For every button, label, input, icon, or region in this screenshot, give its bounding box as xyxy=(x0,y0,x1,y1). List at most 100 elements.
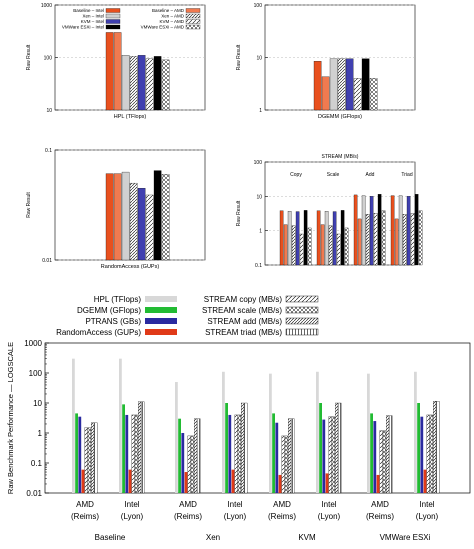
main-bar xyxy=(81,469,85,493)
stream-panel-category-label: Scale xyxy=(327,172,340,178)
dgemm-panel-ylabel: Raw Result xyxy=(236,44,242,70)
main-bar xyxy=(91,422,95,494)
main-bar xyxy=(278,474,282,493)
main-bar xyxy=(122,404,125,493)
stream-panel-bar xyxy=(365,214,370,266)
hpl-panel-bar xyxy=(137,55,146,111)
legend-label: Baseline – Intel xyxy=(73,8,104,13)
stream-panel-bar xyxy=(398,195,403,266)
main-legend-swatch xyxy=(145,329,177,335)
main-bar xyxy=(319,403,322,493)
main-bar xyxy=(190,435,194,494)
stream-panel-bar xyxy=(357,218,362,266)
stream-panel-ylabel: Raw Result xyxy=(236,200,242,226)
main-bar xyxy=(328,416,332,494)
main-bar xyxy=(338,402,342,494)
stream-panel-bar xyxy=(353,194,358,266)
main-ytick-label: 10 xyxy=(33,399,42,408)
main-bar xyxy=(291,418,295,494)
main-subgroup-label: AMD xyxy=(273,500,291,509)
main-bar xyxy=(222,371,225,493)
main-group-label: Baseline xyxy=(95,533,126,542)
hpl-panel-bar xyxy=(113,32,122,111)
main-bar xyxy=(423,469,427,493)
dgemm-panel-bar xyxy=(321,76,330,111)
stream-panel-bar xyxy=(307,227,312,266)
main-legend-swatch xyxy=(145,296,177,302)
legend-label: KVM – Intel xyxy=(81,19,104,24)
main-legend-label: PTRANS (GBs) xyxy=(85,317,141,326)
main-legend-swatch xyxy=(285,306,319,314)
stream-panel-ytick-label: 0.1 xyxy=(255,263,262,269)
hpl-panel-xlabel: HPL (TFlops) xyxy=(114,114,147,120)
stream-panel-bar xyxy=(283,224,288,266)
legend-swatch xyxy=(185,19,201,24)
main-subgroup-label: AMD xyxy=(179,500,197,509)
randomaccess-panel-ytick-label: 0.1 xyxy=(45,148,52,154)
main-ytick-label: 1 xyxy=(38,429,43,438)
main-bar xyxy=(382,430,386,494)
main-legend-label: STREAM add (MB/s) xyxy=(207,317,282,326)
legend-swatch xyxy=(185,24,201,30)
main-bar xyxy=(178,418,181,493)
main-bar xyxy=(269,373,272,493)
main-bar xyxy=(272,413,275,493)
randomaccess-panel-bar xyxy=(145,194,154,261)
stream-panel-bar xyxy=(303,210,308,266)
main-legend-swatch xyxy=(285,295,319,303)
main-bar xyxy=(376,474,380,493)
main-bar xyxy=(414,371,417,493)
hpl-panel-bar xyxy=(145,58,154,111)
stream-panel-bar xyxy=(279,210,284,266)
main-bar xyxy=(72,358,75,493)
stream-panel-ytick-label: 1 xyxy=(259,229,262,235)
legend-label: VMWare ESXi – Intel xyxy=(62,25,104,30)
stream-panel-bar xyxy=(316,210,321,266)
main-ylabel: Raw Benchmark Performance — LOGSCALE xyxy=(6,342,15,494)
stream-panel-bar xyxy=(320,224,325,266)
main-bar xyxy=(325,473,329,493)
main-bar xyxy=(370,413,373,493)
main-bar xyxy=(181,433,185,493)
main-legend-label: HPL (TFlops) xyxy=(94,295,142,304)
dgemm-panel-bar xyxy=(369,78,378,111)
stream-panel-bar xyxy=(295,211,300,266)
stream-panel-category-label: Triad xyxy=(401,172,412,178)
main-legend-swatch xyxy=(285,317,319,325)
main-bar xyxy=(433,401,437,494)
dgemm-panel-bar xyxy=(329,58,338,111)
main-legend-label: STREAM copy (MB/s) xyxy=(204,295,283,304)
main-bar xyxy=(75,413,78,493)
main-bar xyxy=(379,430,383,494)
main-bar xyxy=(316,371,319,493)
stream-panel-bar xyxy=(373,213,378,266)
hpl-panel-bar xyxy=(129,56,138,111)
stream-panel-bar xyxy=(361,195,366,266)
stream-panel-bar xyxy=(340,210,345,266)
main-bar xyxy=(197,418,201,494)
main-bar xyxy=(244,402,248,494)
main-ytick-label: 0.1 xyxy=(31,459,43,468)
stream-panel-bar xyxy=(344,227,349,266)
main-bar xyxy=(284,435,288,494)
hpl-panel-bar xyxy=(121,55,130,111)
main-subgroup-label: (Reims) xyxy=(71,512,99,521)
legend-label: Baseline – AMD xyxy=(152,8,185,13)
legend-swatch xyxy=(105,24,121,30)
hpl-panel-ytick-label: 1000 xyxy=(41,3,52,9)
dgemm-panel-ytick-label: 1 xyxy=(259,108,262,114)
main-bar xyxy=(386,415,390,494)
main-subgroup-label: Intel xyxy=(124,500,139,509)
stream-panel-bar xyxy=(414,194,419,266)
main-subgroup-label: Intel xyxy=(227,500,242,509)
main-group-label: Xen xyxy=(206,533,220,542)
main-bar xyxy=(436,401,440,494)
stream-panel-bar xyxy=(336,233,341,266)
stream-panel-bar xyxy=(324,211,329,266)
main-bar xyxy=(225,403,228,493)
legend-swatch xyxy=(105,19,121,24)
stream-panel-bar xyxy=(410,213,415,266)
stream-panel-bar xyxy=(369,196,374,266)
main-subgroup-label: (Lyon) xyxy=(224,512,247,521)
